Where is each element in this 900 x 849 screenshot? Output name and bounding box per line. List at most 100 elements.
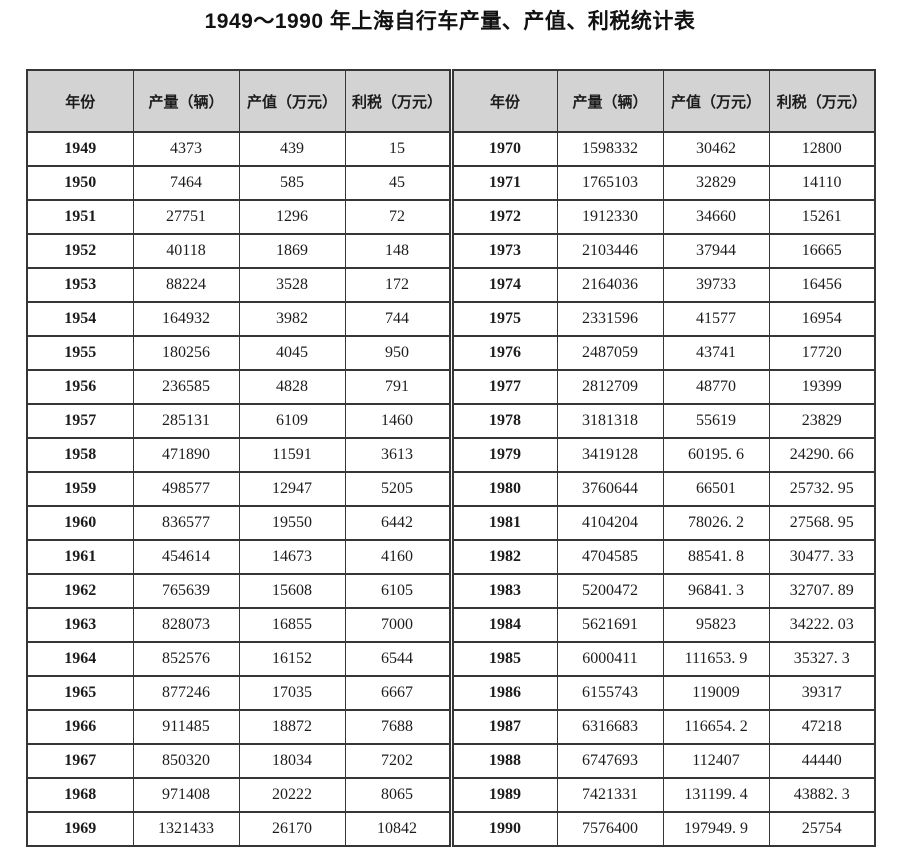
data-cell: 14110 xyxy=(768,165,876,201)
data-cell: 25754 xyxy=(768,811,876,847)
year-cell: 1964 xyxy=(26,641,134,677)
data-cell: 15608 xyxy=(238,573,346,609)
data-cell: 30477. 33 xyxy=(768,539,876,575)
data-cell: 16954 xyxy=(768,301,876,337)
year-cell: 1963 xyxy=(26,607,134,643)
data-cell: 11591 xyxy=(238,437,346,473)
column-header: 利税（万元） xyxy=(768,69,876,133)
year-cell: 1990 xyxy=(448,811,558,847)
data-cell: 1869 xyxy=(238,233,346,269)
data-cell: 850320 xyxy=(132,743,240,779)
data-cell: 285131 xyxy=(132,403,240,439)
year-cell: 1952 xyxy=(26,233,134,269)
data-cell: 27751 xyxy=(132,199,240,235)
data-cell: 41577 xyxy=(662,301,770,337)
data-cell: 172 xyxy=(344,267,452,303)
data-cell: 164932 xyxy=(132,301,240,337)
table-row: 1965 877246 17035 6667 1986 6155743 119009 3931… xyxy=(26,675,876,711)
year-cell: 1968 xyxy=(26,777,134,813)
data-cell: 744 xyxy=(344,301,452,337)
data-cell: 6747693 xyxy=(556,743,664,779)
data-cell: 471890 xyxy=(132,437,240,473)
table-row: 1949 4373 439 15 1970 1598332 30462 12800 xyxy=(26,131,876,167)
data-cell: 2331596 xyxy=(556,301,664,337)
data-cell: 66501 xyxy=(662,471,770,507)
data-cell: 25732. 95 xyxy=(768,471,876,507)
data-cell: 791 xyxy=(344,369,452,405)
data-cell: 197949. 9 xyxy=(662,811,770,847)
data-cell: 4160 xyxy=(344,539,452,575)
year-cell: 1981 xyxy=(448,505,558,541)
data-cell: 7688 xyxy=(344,709,452,745)
data-cell: 4104204 xyxy=(556,505,664,541)
year-cell: 1971 xyxy=(448,165,558,201)
data-cell: 72 xyxy=(344,199,452,235)
statistics-table: 年份 产量（辆） 产值（万元） 利税（万元） 年份 产量（辆） 产值（万元） 利税（万元） 1… xyxy=(26,69,876,847)
data-cell: 112407 xyxy=(662,743,770,779)
data-cell: 30462 xyxy=(662,131,770,167)
data-cell: 24290. 66 xyxy=(768,437,876,473)
data-cell: 7421331 xyxy=(556,777,664,813)
data-cell: 2487059 xyxy=(556,335,664,371)
data-cell: 2164036 xyxy=(556,267,664,303)
data-cell: 55619 xyxy=(662,403,770,439)
table-row: 1960 836577 19550 6442 1981 4104204 78026. 2 27… xyxy=(26,505,876,541)
year-cell: 1985 xyxy=(448,641,558,677)
data-cell: 18034 xyxy=(238,743,346,779)
data-cell: 26170 xyxy=(238,811,346,847)
data-cell: 78026. 2 xyxy=(662,505,770,541)
header-row: 年份 产量（辆） 产值（万元） 利税（万元） 年份 产量（辆） 产值（万元） 利税（万元） xyxy=(26,69,876,133)
data-cell: 5621691 xyxy=(556,607,664,643)
year-cell: 1956 xyxy=(26,369,134,405)
data-cell: 454614 xyxy=(132,539,240,575)
data-cell: 111653. 9 xyxy=(662,641,770,677)
data-cell: 14673 xyxy=(238,539,346,575)
year-cell: 1983 xyxy=(448,573,558,609)
data-cell: 16855 xyxy=(238,607,346,643)
column-header: 利税（万元） xyxy=(344,69,452,133)
data-cell: 47218 xyxy=(768,709,876,745)
data-cell: 1765103 xyxy=(556,165,664,201)
data-cell: 2103446 xyxy=(556,233,664,269)
year-cell: 1962 xyxy=(26,573,134,609)
data-cell: 765639 xyxy=(132,573,240,609)
table-row: 1950 7464 585 45 1971 1765103 32829 14110 xyxy=(26,165,876,201)
year-cell: 1988 xyxy=(448,743,558,779)
table-row: 1957 285131 6109 1460 1978 3181318 55619 23829 xyxy=(26,403,876,439)
data-cell: 5205 xyxy=(344,471,452,507)
data-cell: 877246 xyxy=(132,675,240,711)
table-row: 1955 180256 4045 950 1976 2487059 43741 17720 xyxy=(26,335,876,371)
data-cell: 35327. 3 xyxy=(768,641,876,677)
data-cell: 19550 xyxy=(238,505,346,541)
data-cell: 43741 xyxy=(662,335,770,371)
table-row: 1953 88224 3528 172 1974 2164036 39733 16456 xyxy=(26,267,876,303)
year-cell: 1966 xyxy=(26,709,134,745)
data-cell: 3982 xyxy=(238,301,346,337)
data-cell: 5200472 xyxy=(556,573,664,609)
data-cell: 95823 xyxy=(662,607,770,643)
data-cell: 2812709 xyxy=(556,369,664,405)
data-cell: 18872 xyxy=(238,709,346,745)
year-cell: 1967 xyxy=(26,743,134,779)
data-cell: 836577 xyxy=(132,505,240,541)
data-cell: 148 xyxy=(344,233,452,269)
data-cell: 3613 xyxy=(344,437,452,473)
data-cell: 1912330 xyxy=(556,199,664,235)
data-cell: 498577 xyxy=(132,471,240,507)
table-row: 1954 164932 3982 744 1975 2331596 41577 16954 xyxy=(26,301,876,337)
year-cell: 1986 xyxy=(448,675,558,711)
data-cell: 180256 xyxy=(132,335,240,371)
data-cell: 971408 xyxy=(132,777,240,813)
year-cell: 1978 xyxy=(448,403,558,439)
data-cell: 32829 xyxy=(662,165,770,201)
data-cell: 6155743 xyxy=(556,675,664,711)
year-cell: 1975 xyxy=(448,301,558,337)
table-header: 年份 产量（辆） 产值（万元） 利税（万元） 年份 产量（辆） 产值（万元） 利税（万元） xyxy=(26,69,876,133)
data-cell: 16456 xyxy=(768,267,876,303)
year-cell: 1972 xyxy=(448,199,558,235)
data-cell: 15261 xyxy=(768,199,876,235)
year-cell: 1982 xyxy=(448,539,558,575)
data-cell: 34660 xyxy=(662,199,770,235)
